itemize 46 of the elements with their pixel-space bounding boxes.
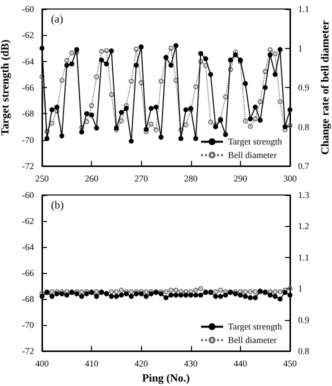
legend-label: Target strength	[228, 322, 282, 332]
x-tick-label: 300	[283, 174, 298, 184]
annotation: (b)	[51, 200, 64, 212]
x-tick-label: 290	[234, 174, 248, 184]
y-axis-title: Target strength (dB)	[0, 39, 12, 136]
legend-label: Target strength	[228, 136, 282, 147]
y2-tick-label: 1.3	[298, 190, 310, 200]
y-tick-label: -72	[22, 346, 34, 356]
x-tick-label: 430	[184, 358, 198, 368]
y2-axis-title: Change rate of bell diameter	[320, 20, 332, 155]
x-tick-label: 250	[35, 174, 50, 184]
y-tick-label: -64	[22, 242, 34, 252]
y-tick-label: -64	[22, 56, 34, 66]
y2-tick-label: 1.1	[298, 252, 310, 262]
y2-tick-label: 1	[298, 43, 302, 54]
y2-tick-label: 0.9	[298, 82, 310, 92]
y-tick-label: -60	[22, 190, 34, 200]
y-tick-label: -70	[22, 320, 34, 330]
legend-label: Bell diameter	[228, 335, 277, 346]
y2-tick-label: 0.8	[298, 346, 310, 356]
y2-tick-label: 1	[298, 284, 302, 294]
x-tick-label: 400	[35, 358, 50, 368]
y2-tick-label: 1.1	[298, 4, 310, 14]
x-tick-label: 440	[234, 358, 248, 368]
y-tick-label: -62	[22, 30, 34, 40]
x-tick-label: 280	[184, 174, 198, 184]
x-tick-label: 450	[283, 358, 298, 368]
y2-tick-label: 0.7	[298, 161, 310, 171]
x-axis-title: Ping (No.)	[142, 372, 190, 384]
y-tick-label: -68	[22, 108, 34, 119]
y2-tick-label: 0.8	[298, 122, 310, 132]
x-tick-label: 270	[134, 174, 148, 184]
y2-tick-label: 0.9	[298, 314, 310, 325]
x-tick-label: 410	[84, 358, 99, 368]
x-tick-label: 260	[84, 174, 99, 184]
y-tick-label: -72	[22, 161, 34, 171]
y-tick-label: -66	[22, 82, 34, 92]
legend-label: Bell diameter	[228, 150, 277, 160]
y-tick-label: -60	[22, 4, 34, 14]
annotation: (a)	[51, 14, 64, 26]
y-tick-label: -66	[22, 268, 34, 278]
y2-tick-label: 1.2	[298, 221, 310, 232]
y-tick-label: -62	[22, 216, 34, 226]
y-tick-label: -68	[22, 294, 34, 304]
y-tick-label: -70	[22, 134, 34, 145]
x-tick-label: 420	[134, 358, 148, 368]
